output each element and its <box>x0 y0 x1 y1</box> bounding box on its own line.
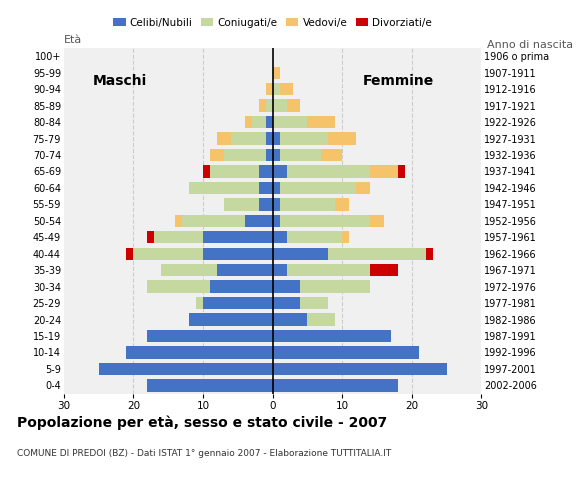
Bar <box>224 149 266 161</box>
Bar <box>335 198 349 211</box>
Bar <box>259 165 273 178</box>
Bar <box>154 231 203 243</box>
Bar <box>266 99 273 112</box>
Bar <box>273 165 287 178</box>
Bar <box>280 182 356 194</box>
Text: COMUNE DI PREDOI (BZ) - Dati ISTAT 1° gennaio 2007 - Elaborazione TUTTITALIA.IT: COMUNE DI PREDOI (BZ) - Dati ISTAT 1° ge… <box>17 449 392 458</box>
Bar <box>273 330 391 342</box>
Bar <box>210 280 273 293</box>
Bar <box>147 280 210 293</box>
Bar <box>273 149 280 161</box>
Bar <box>161 264 217 276</box>
Bar <box>370 165 398 178</box>
Bar <box>287 99 300 112</box>
Bar <box>203 165 210 178</box>
Bar <box>266 116 273 128</box>
Bar <box>182 215 245 227</box>
Bar <box>126 248 133 260</box>
Bar <box>203 297 273 309</box>
Bar <box>273 363 447 375</box>
Bar <box>273 264 287 276</box>
Bar <box>273 379 398 392</box>
Bar <box>273 116 307 128</box>
Bar <box>266 83 273 96</box>
Bar <box>356 182 370 194</box>
Bar <box>280 215 370 227</box>
Bar <box>175 215 182 227</box>
Bar <box>210 165 259 178</box>
Bar <box>210 149 224 161</box>
Bar <box>273 99 287 112</box>
Bar <box>287 165 370 178</box>
Legend: Celibi/Nubili, Coniugati/e, Vedovi/e, Divorziati/e: Celibi/Nubili, Coniugati/e, Vedovi/e, Di… <box>109 13 436 32</box>
Bar <box>217 132 231 144</box>
Bar <box>273 215 280 227</box>
Bar <box>307 313 335 326</box>
Bar <box>287 264 370 276</box>
Bar <box>273 231 287 243</box>
Bar <box>259 198 273 211</box>
Bar <box>203 231 273 243</box>
Bar <box>273 248 328 260</box>
Bar <box>245 215 273 227</box>
Bar <box>300 280 370 293</box>
Bar <box>196 297 203 309</box>
Bar <box>133 248 203 260</box>
Bar <box>328 248 426 260</box>
Bar <box>273 313 307 326</box>
Bar <box>147 379 273 392</box>
Bar <box>126 346 273 359</box>
Bar <box>203 248 273 260</box>
Bar <box>426 248 433 260</box>
Text: Maschi: Maschi <box>92 74 147 88</box>
Bar <box>259 182 273 194</box>
Bar <box>273 280 300 293</box>
Text: Popolazione per età, sesso e stato civile - 2007: Popolazione per età, sesso e stato civil… <box>17 415 387 430</box>
Bar <box>99 363 273 375</box>
Bar <box>147 231 154 243</box>
Bar <box>280 132 328 144</box>
Bar <box>280 149 321 161</box>
Bar <box>370 264 398 276</box>
Bar <box>252 116 266 128</box>
Text: Femmine: Femmine <box>362 74 433 88</box>
Bar <box>224 198 259 211</box>
Bar <box>273 132 280 144</box>
Bar <box>370 215 384 227</box>
Bar <box>273 346 419 359</box>
Bar <box>217 264 273 276</box>
Bar <box>189 182 259 194</box>
Bar <box>231 132 266 144</box>
Bar <box>398 165 405 178</box>
Bar <box>287 231 342 243</box>
Bar <box>189 313 273 326</box>
Bar <box>273 83 280 96</box>
Text: Anno di nascita: Anno di nascita <box>487 40 573 50</box>
Bar <box>273 182 280 194</box>
Bar <box>259 99 266 112</box>
Bar <box>280 198 335 211</box>
Bar <box>273 198 280 211</box>
Bar <box>266 149 273 161</box>
Bar <box>245 116 252 128</box>
Bar <box>342 231 349 243</box>
Bar <box>147 330 273 342</box>
Bar <box>273 67 280 79</box>
Bar <box>300 297 328 309</box>
Bar <box>266 132 273 144</box>
Bar <box>307 116 335 128</box>
Bar <box>280 83 293 96</box>
Bar <box>321 149 342 161</box>
Bar <box>328 132 356 144</box>
Text: Età: Età <box>64 35 82 45</box>
Bar <box>273 297 300 309</box>
